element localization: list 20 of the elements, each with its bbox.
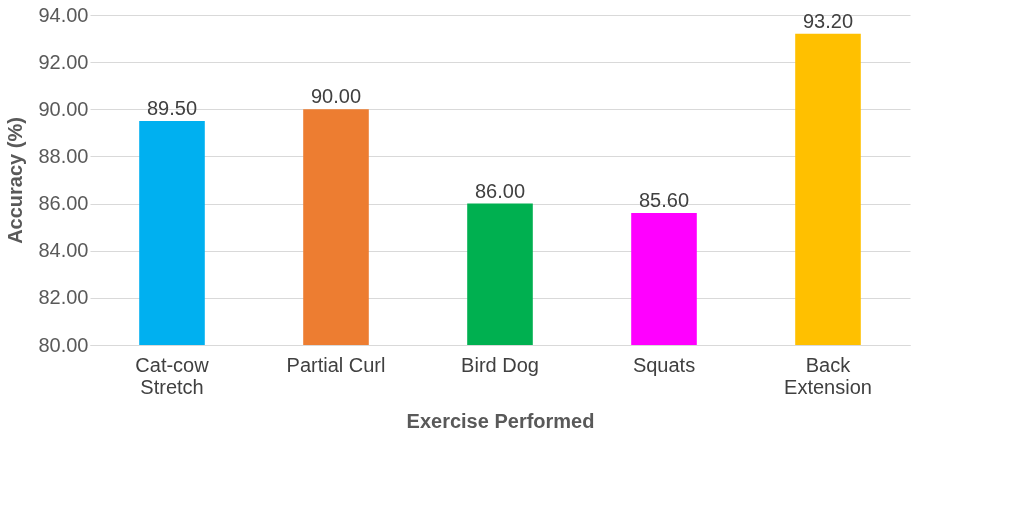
data-label: 86.00 (474, 179, 526, 202)
data-label: 90.00 (310, 85, 362, 108)
y-tick-label: 90.00 (38, 97, 89, 120)
x-tick-label: Cat-cow Stretch (135, 353, 210, 398)
y-tick-label: 82.00 (38, 286, 89, 309)
y-tick-label: 84.00 (38, 239, 89, 262)
x-tick-label: Bird Dog (461, 353, 539, 376)
data-label: 89.50 (146, 97, 198, 120)
data-label: 93.20 (802, 9, 854, 32)
data-label: 85.60 (638, 189, 690, 211)
y-tick-label: 80.00 (38, 333, 89, 356)
x-axis-title: Exercise Performed (406, 409, 595, 432)
y-axis-title: Accuracy (%) (4, 117, 27, 244)
y-tick-label: 92.00 (38, 50, 89, 73)
y-tick-label: 88.00 (38, 144, 89, 167)
y-tick-label: 94.00 (38, 3, 89, 26)
x-tick-label: Back Extension (784, 353, 872, 398)
x-tick-label: Squats (632, 353, 696, 376)
x-tick-label: Partial Curl (286, 353, 386, 376)
y-tick-label: 86.00 (38, 192, 89, 215)
